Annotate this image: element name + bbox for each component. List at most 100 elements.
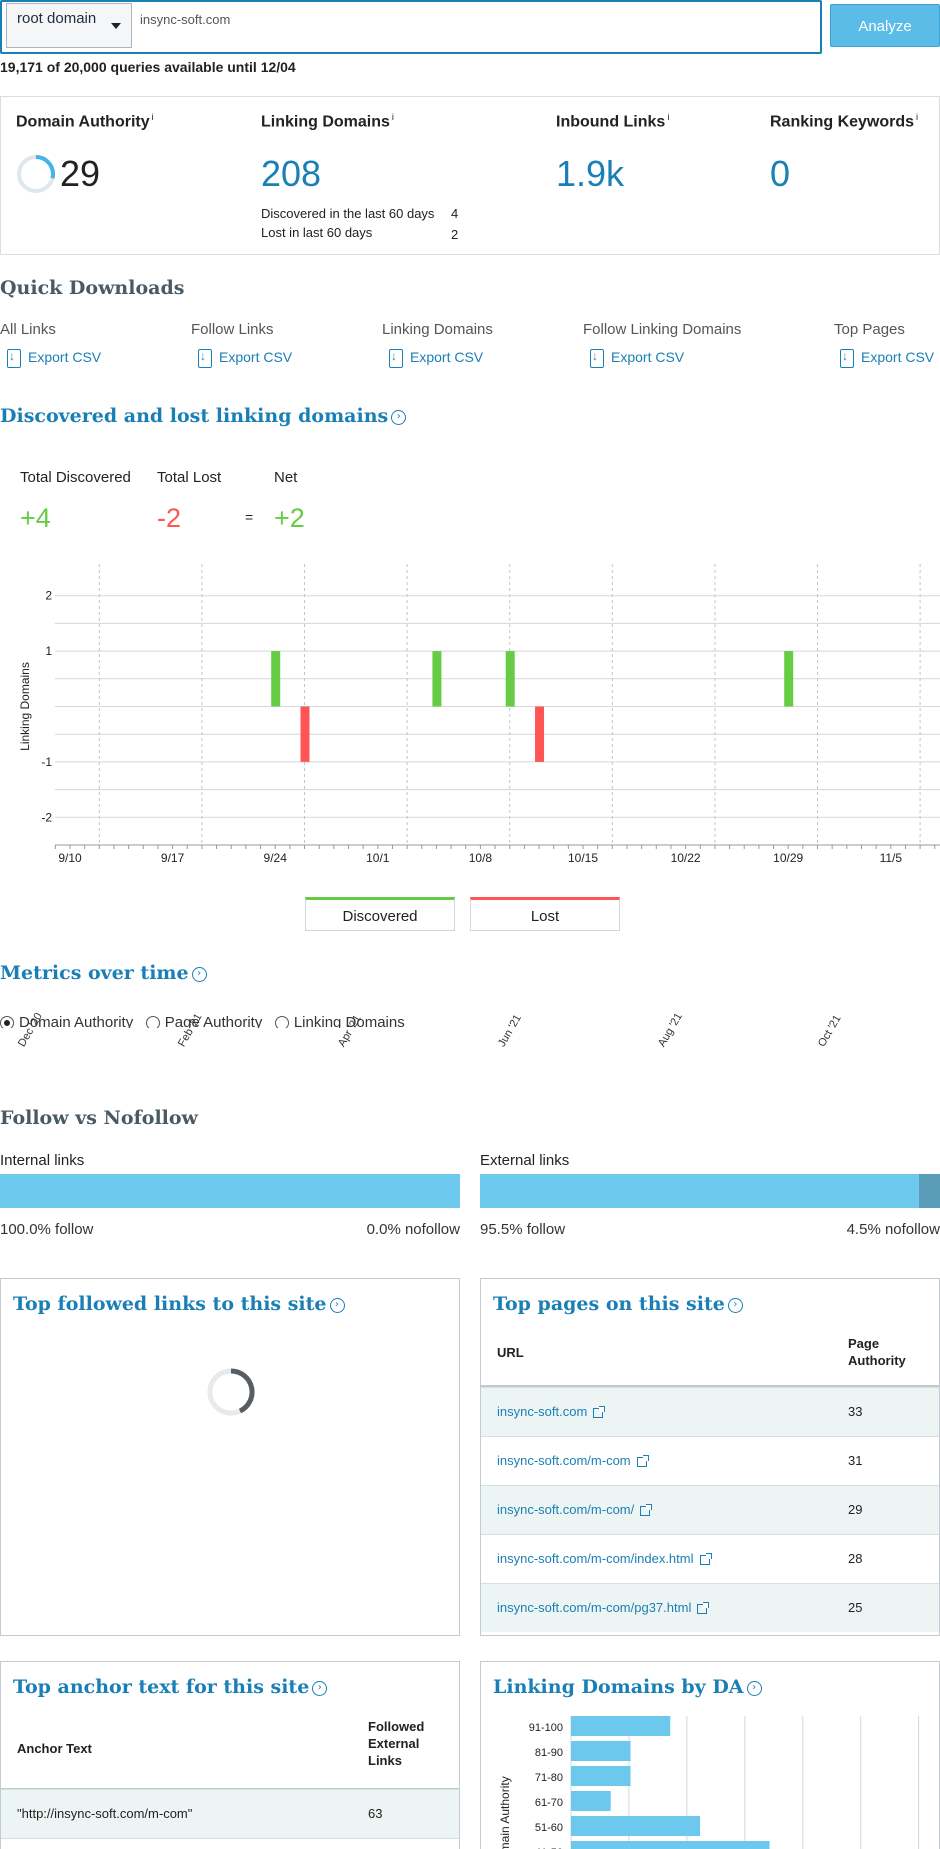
x-tick-label: 9/10 — [58, 851, 82, 865]
anchor-text: "http://insync-soft.com/m-com" — [17, 1806, 193, 1821]
page-url-link[interactable]: insync-soft.com/m-com/index.html — [497, 1551, 712, 1566]
table-row: insync-soft.com 33 — [481, 1387, 939, 1436]
y-tick-label: 2 — [45, 589, 52, 603]
external-link-icon[interactable] — [697, 1601, 710, 1614]
y-tick-label: -1 — [41, 755, 52, 769]
info-icon[interactable]: › — [391, 409, 407, 425]
total-lost-label: Total Lost — [157, 469, 222, 486]
da-bar[interactable] — [571, 1841, 770, 1849]
domain-authority-ring-icon — [17, 155, 55, 193]
da-bar[interactable] — [571, 1816, 701, 1836]
header-divider — [481, 1385, 939, 1387]
internal-follow-text: 100.0% follow — [0, 1221, 94, 1238]
table-row: "http://insync-soft.com/m-com" 63 — [1, 1789, 459, 1838]
x-tick-label: 10/22 — [671, 851, 701, 865]
top-followed-panel: Top followed links to this site › — [0, 1278, 460, 1636]
linking-domains-label: Linking Domains i — [261, 112, 394, 131]
radio-domain-authority[interactable]: Domain Authority — [0, 1014, 133, 1028]
export-csv-top-pages[interactable]: Export CSV — [840, 349, 934, 368]
da-bar[interactable] — [571, 1791, 611, 1811]
external-link-icon[interactable] — [593, 1405, 606, 1418]
info-icon[interactable]: › — [312, 1680, 328, 1696]
export-csv-follow-linking-domains[interactable]: Export CSV — [590, 349, 684, 368]
da-bar[interactable] — [571, 1741, 631, 1761]
info-icon[interactable]: › — [329, 1297, 345, 1313]
page-url-link[interactable]: insync-soft.com/m-com/ — [497, 1502, 653, 1517]
top-pages-panel: Top pages on this site › URL Page Authori… — [480, 1278, 940, 1636]
top-followed-title[interactable]: Top followed links to this site › — [13, 1293, 345, 1315]
page-authority-value: 33 — [848, 1404, 863, 1419]
discovered-bar[interactable] — [432, 651, 442, 707]
radio-page-authority[interactable]: Page Authority — [145, 1014, 262, 1028]
da-bar[interactable] — [571, 1716, 671, 1736]
external-link-icon[interactable] — [636, 1454, 649, 1467]
info-icon[interactable]: › — [191, 966, 207, 982]
x-tick-label: 10/1 — [366, 851, 390, 865]
net-label: Net — [274, 469, 298, 486]
legend-lost[interactable]: Lost — [470, 897, 620, 931]
discovered-60-value[interactable]: 4 — [451, 206, 459, 221]
ranking-keywords-label: Ranking Keywords i — [770, 112, 919, 131]
lost-60-label: Lost in last 60 days — [261, 225, 373, 240]
lost-bar[interactable] — [535, 706, 545, 762]
table-row: insync-soft.com/m-com/index.html 28 — [481, 1534, 939, 1583]
export-csv-all-links[interactable]: Export CSV — [7, 349, 101, 368]
lost-60-value[interactable]: 2 — [451, 227, 459, 242]
external-follow-fill — [480, 1174, 920, 1208]
lost-bar[interactable] — [300, 706, 310, 762]
page-url-link[interactable]: insync-soft.com/m-com — [497, 1453, 649, 1468]
col-page-authority-header: Page Authority — [848, 1336, 906, 1368]
by-da-title[interactable]: Linking Domains by DA › — [493, 1676, 762, 1698]
col-url-header: URL — [497, 1345, 524, 1360]
da-bin-label: 41-50 — [535, 1847, 563, 1849]
page-url-link[interactable]: insync-soft.com/m-com/pg37.html — [497, 1600, 710, 1615]
analyze-button[interactable]: Analyze — [830, 4, 940, 47]
page-authority-value: 28 — [848, 1551, 863, 1566]
total-lost-value: -2 — [157, 503, 182, 533]
export-csv-follow-links[interactable]: Export CSV — [198, 349, 292, 368]
radio-linking-domains[interactable]: Linking Domains — [274, 1014, 405, 1028]
domain-authority-label: Domain Authority i — [16, 112, 154, 131]
external-follow-bar — [480, 1174, 940, 1208]
discovered-bar[interactable] — [784, 651, 794, 707]
y-tick-label: 1 — [45, 644, 52, 658]
discovered-lost-title[interactable]: Discovered and lost linking domains › — [0, 405, 407, 427]
x-tick-label: 10/29 — [773, 851, 803, 865]
top-pages-title[interactable]: Top pages on this site › — [493, 1293, 743, 1315]
da-bar[interactable] — [571, 1766, 631, 1786]
export-csv-linking-domains[interactable]: Export CSV — [389, 349, 483, 368]
table-row: insync-soft.com/m-com/pg37.html 25 — [481, 1583, 939, 1632]
quick-downloads-title: Quick Downloads — [0, 277, 185, 299]
info-icon[interactable]: › — [727, 1297, 743, 1313]
page-url-link[interactable]: insync-soft.com — [497, 1404, 606, 1419]
page-authority-value: 29 — [848, 1502, 863, 1517]
metrics-over-time-title[interactable]: Metrics over time › — [0, 962, 207, 984]
scope-select[interactable]: root domain — [6, 3, 132, 48]
discovered-bar[interactable] — [505, 651, 515, 707]
da-bin-label: 51-60 — [535, 1822, 563, 1834]
legend-discovered[interactable]: Discovered — [305, 897, 455, 931]
info-icon[interactable]: › — [746, 1680, 762, 1696]
radio-selected-icon — [0, 1016, 14, 1028]
top-anchor-panel: Top anchor text for this site › Anchor Te… — [0, 1661, 460, 1849]
by-da-panel: Linking Domains by DA › 91-100 81-90 71-80 6… — [480, 1661, 940, 1849]
external-link-icon[interactable] — [699, 1552, 712, 1565]
time-axis-label: Oct '21 — [816, 1013, 844, 1049]
internal-nofollow-text: 0.0% nofollow — [366, 1221, 460, 1238]
net-value: +2 — [274, 503, 305, 533]
url-input[interactable] — [140, 12, 740, 27]
domain-authority-value: 29 — [60, 153, 101, 194]
table-row: insync-soft.com/m-com/29 — [481, 1485, 939, 1534]
discovered-bar[interactable] — [271, 651, 281, 707]
external-link-icon[interactable] — [640, 1503, 653, 1516]
download-label-linking-domains: Linking Domains — [382, 321, 493, 338]
da-bin-label: 91-100 — [529, 1722, 563, 1734]
metric-radio-group: Domain Authority Page Authority Linking … — [0, 1014, 500, 1028]
equals-sign: = — [245, 509, 254, 525]
page-authority-value: 31 — [848, 1453, 863, 1468]
top-anchor-title[interactable]: Top anchor text for this site › — [13, 1676, 328, 1698]
discovered-60-label: Discovered in the last 60 days — [261, 206, 435, 221]
total-discovered-label: Total Discovered — [20, 469, 131, 486]
y-tick-label: -2 — [41, 810, 52, 824]
table-row — [1, 1838, 459, 1849]
